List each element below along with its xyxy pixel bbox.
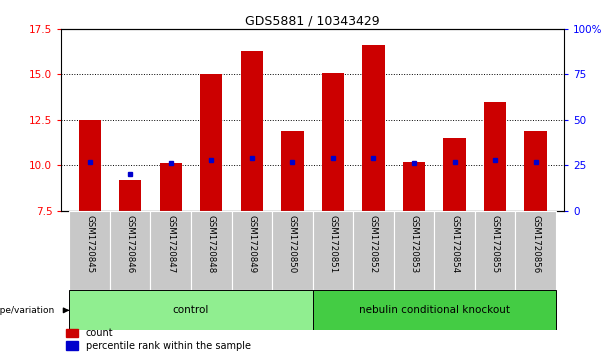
- Text: GSM1720852: GSM1720852: [369, 215, 378, 273]
- Text: GSM1720851: GSM1720851: [329, 215, 337, 273]
- Text: GSM1720856: GSM1720856: [531, 215, 540, 273]
- Bar: [362, 45, 384, 211]
- Bar: [322, 73, 344, 211]
- Text: GSM1720854: GSM1720854: [450, 215, 459, 273]
- Text: nebulin conditional knockout: nebulin conditional knockout: [359, 305, 510, 315]
- Bar: [272, 211, 313, 290]
- Text: GSM1720848: GSM1720848: [207, 215, 216, 273]
- Bar: [516, 211, 556, 290]
- Bar: [484, 102, 506, 211]
- Bar: [394, 211, 434, 290]
- Text: GSM1720849: GSM1720849: [247, 215, 256, 273]
- Text: GSM1720846: GSM1720846: [126, 215, 135, 273]
- Bar: [69, 211, 110, 290]
- Bar: [191, 211, 232, 290]
- Bar: [69, 290, 313, 330]
- Text: GSM1720853: GSM1720853: [409, 215, 419, 273]
- Text: genotype/variation: genotype/variation: [0, 306, 55, 315]
- Bar: [525, 131, 547, 211]
- Bar: [159, 163, 182, 211]
- Bar: [353, 211, 394, 290]
- Bar: [232, 211, 272, 290]
- Text: GSM1720850: GSM1720850: [288, 215, 297, 273]
- Bar: [403, 162, 425, 211]
- Bar: [475, 211, 516, 290]
- Bar: [241, 51, 263, 211]
- Bar: [110, 211, 150, 290]
- Legend: count, percentile rank within the sample: count, percentile rank within the sample: [66, 328, 251, 351]
- Bar: [150, 211, 191, 290]
- Bar: [434, 211, 475, 290]
- Bar: [313, 211, 353, 290]
- Title: GDS5881 / 10343429: GDS5881 / 10343429: [245, 15, 380, 28]
- Bar: [78, 120, 101, 211]
- Bar: [443, 138, 466, 211]
- Bar: [281, 131, 303, 211]
- Text: control: control: [173, 305, 209, 315]
- Text: GSM1720845: GSM1720845: [85, 215, 94, 273]
- Bar: [313, 290, 556, 330]
- Text: GSM1720855: GSM1720855: [490, 215, 500, 273]
- Bar: [119, 180, 142, 211]
- Bar: [200, 74, 223, 211]
- Text: GSM1720847: GSM1720847: [166, 215, 175, 273]
